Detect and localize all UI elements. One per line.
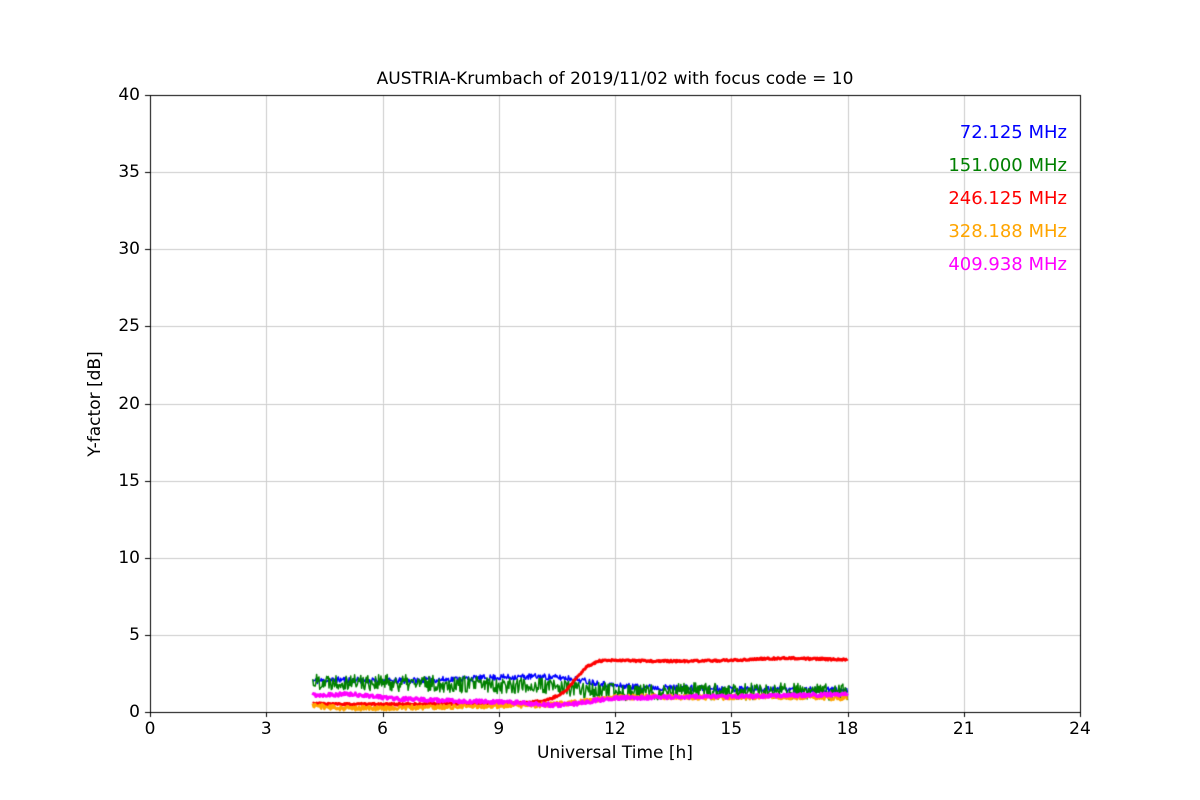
legend-item: 246.125 MHz: [948, 188, 1067, 209]
legend-item: 72.125 MHz: [959, 122, 1067, 143]
y-tick-label: 0: [129, 702, 140, 722]
y-tick-label: 40: [118, 85, 140, 105]
y-tick-label: 20: [118, 393, 140, 414]
x-tick-label: 12: [604, 719, 626, 739]
y-tick-label: 15: [118, 470, 140, 491]
x-tick-label: 0: [144, 719, 156, 739]
y-tick-label: 10: [118, 547, 140, 568]
y-tick-label: 5: [129, 624, 140, 645]
x-tick-label: 21: [952, 719, 975, 739]
y-tick-label: 30: [118, 239, 140, 260]
x-tick-label: 18: [836, 719, 859, 739]
legend-item: 409.938 MHz: [948, 254, 1067, 275]
x-axis-label: Universal Time [h]: [537, 743, 693, 763]
y-tick-label: 35: [118, 162, 140, 183]
y-axis-label: Y-factor [dB]: [85, 351, 105, 457]
y-tick-label: 25: [118, 316, 140, 337]
x-tick-label: 6: [377, 719, 388, 739]
x-tick-label: 24: [1069, 719, 1091, 739]
legend-item: 151.000 MHz: [948, 155, 1067, 176]
legend: 72.125 MHz 151.000 MHz 246.125 MHz 328.188 …: [948, 116, 1067, 281]
x-tick-label: 9: [493, 719, 505, 739]
chart-title: AUSTRIA-Krumbach of 2019/11/02 with focu…: [376, 69, 854, 89]
x-tick-label: 15: [720, 719, 743, 739]
legend-item: 328.188 MHz: [948, 221, 1067, 242]
x-tick-label: 3: [260, 719, 272, 739]
